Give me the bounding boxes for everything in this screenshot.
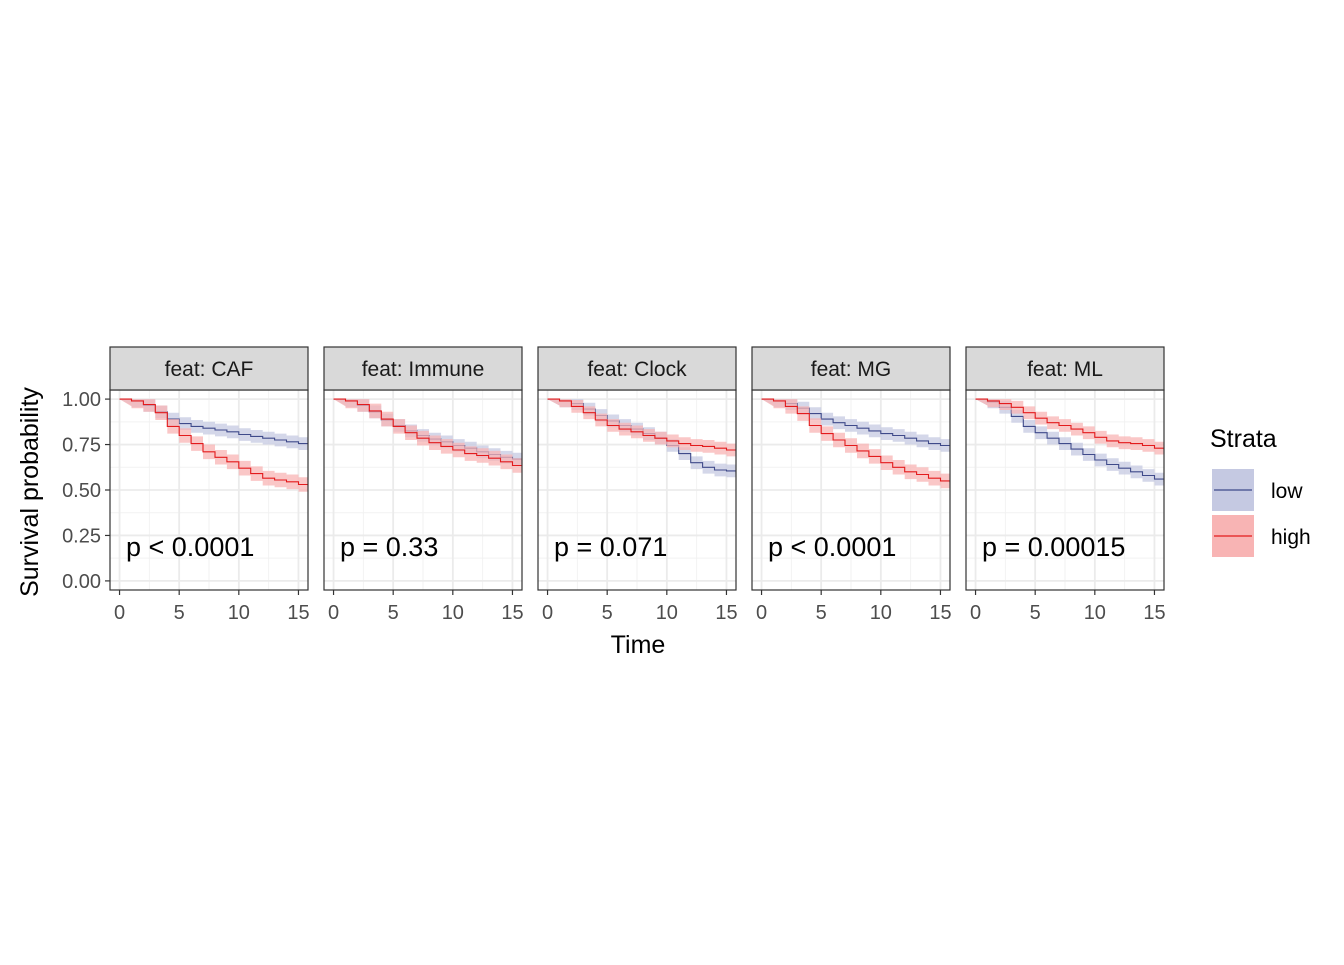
facet-panel: p = 0.00015 feat: ML 0 5 10 15 bbox=[965, 346, 1166, 624]
x-tick-label: 10 bbox=[1084, 602, 1106, 624]
y-tick-label: 1.00 bbox=[62, 389, 101, 411]
x-tick-label: 15 bbox=[715, 602, 737, 624]
x-tick-label: 5 bbox=[1030, 602, 1041, 624]
legend-title: Strata bbox=[1210, 425, 1277, 453]
gridlines bbox=[538, 390, 736, 590]
x-axis-label: Time bbox=[611, 631, 666, 659]
legend-label-low: low bbox=[1271, 480, 1303, 503]
x-tick-label: 0 bbox=[542, 602, 553, 624]
x-tick-label: 15 bbox=[501, 602, 523, 624]
legend: Strata low high bbox=[1210, 425, 1311, 557]
survival-line-high bbox=[761, 398, 950, 483]
x-tick-label: 10 bbox=[656, 602, 678, 624]
x-tick-label: 0 bbox=[756, 602, 767, 624]
x-tick-label: 0 bbox=[114, 602, 125, 624]
facet-strip bbox=[751, 346, 951, 391]
x-tick-label: 15 bbox=[929, 602, 951, 624]
facet-strip bbox=[323, 346, 523, 391]
gridlines bbox=[324, 390, 522, 590]
x-tick-label: 15 bbox=[1143, 602, 1165, 624]
confidence-band-high bbox=[975, 399, 1164, 457]
y-axis-label: Survival probability bbox=[16, 387, 44, 597]
facet-strip-label: feat: Clock bbox=[587, 358, 687, 381]
confidence-band-low bbox=[547, 399, 736, 480]
facet-strip bbox=[109, 346, 309, 391]
facet-strip bbox=[965, 346, 1165, 391]
survival-line-high bbox=[975, 398, 1164, 450]
x-tick-label: 5 bbox=[174, 602, 185, 624]
facet-strip-label: feat: Immune bbox=[362, 358, 485, 381]
p-value-label: p = 0.071 bbox=[554, 532, 667, 562]
survival-line-high bbox=[119, 398, 308, 487]
facet-panel: p = 0.071 feat: Clock 0 5 10 15 bbox=[537, 346, 738, 624]
series-group bbox=[333, 398, 522, 475]
p-value-label: p < 0.0001 bbox=[126, 532, 254, 562]
series-group bbox=[975, 398, 1164, 489]
facet-panel: p = 0.33 feat: Immune 0 5 10 15 bbox=[323, 346, 524, 624]
series-group bbox=[761, 398, 950, 490]
series-group bbox=[119, 398, 308, 494]
x-tick-label: 0 bbox=[970, 602, 981, 624]
confidence-band-high bbox=[333, 399, 522, 475]
x-tick-label: 10 bbox=[228, 602, 250, 624]
y-tick-label: 0.25 bbox=[62, 525, 101, 547]
facet-panels: p < 0.0001 feat: CAF 0 5 10 15 0.00 0.25 0.50 0.7… bbox=[62, 346, 1166, 624]
facet-strip-label: feat: ML bbox=[1027, 358, 1103, 381]
y-tick-label: 0.00 bbox=[62, 571, 101, 593]
facet-strip bbox=[537, 346, 737, 391]
facet-strip-label: feat: CAF bbox=[165, 358, 254, 381]
facet-panel: p < 0.0001 feat: CAF 0 5 10 15 0.00 0.25 0.50 0.7… bbox=[62, 346, 310, 624]
series-group bbox=[547, 398, 736, 480]
facet-strip-label: feat: MG bbox=[811, 358, 892, 381]
x-tick-label: 15 bbox=[287, 602, 309, 624]
x-tick-label: 10 bbox=[442, 602, 464, 624]
y-tick-label: 0.50 bbox=[62, 480, 101, 502]
y-tick-label: 0.75 bbox=[62, 435, 101, 457]
survival-line-high bbox=[547, 398, 736, 452]
confidence-band-high bbox=[119, 399, 308, 494]
x-tick-label: 5 bbox=[816, 602, 827, 624]
facet-panel: p < 0.0001 feat: MG 0 5 10 15 bbox=[751, 346, 952, 624]
p-value-label: p = 0.33 bbox=[340, 532, 438, 562]
x-tick-label: 10 bbox=[870, 602, 892, 624]
survival-line-high bbox=[333, 398, 522, 468]
x-tick-label: 0 bbox=[328, 602, 339, 624]
legend-label-high: high bbox=[1271, 526, 1311, 549]
p-value-label: p < 0.0001 bbox=[768, 532, 896, 562]
x-tick-label: 5 bbox=[388, 602, 399, 624]
p-value-label: p = 0.00015 bbox=[982, 532, 1125, 562]
x-tick-label: 5 bbox=[602, 602, 613, 624]
